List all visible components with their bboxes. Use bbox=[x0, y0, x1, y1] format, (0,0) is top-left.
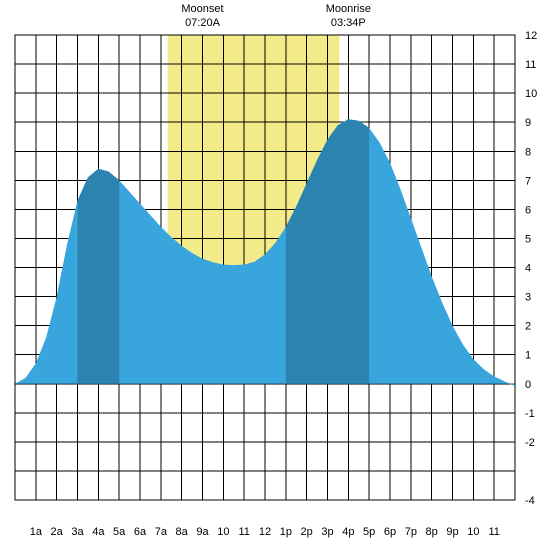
x-axis-label: 7a bbox=[155, 526, 168, 538]
annotation-label: Moonrise bbox=[326, 3, 371, 15]
tide-chart: 1a2a3a4a5a6a7a8a9a1011121p2p3p4p5p6p7p8p… bbox=[0, 0, 550, 550]
annotation-label: Moonset bbox=[181, 3, 223, 15]
y-axis-label: 7 bbox=[525, 175, 531, 187]
annotation-time: 07:20A bbox=[185, 17, 221, 29]
x-axis-label: 1a bbox=[30, 526, 43, 538]
y-axis-label: -4 bbox=[525, 495, 535, 507]
y-axis-label: 4 bbox=[525, 263, 531, 275]
x-axis-label: 3a bbox=[71, 526, 84, 538]
x-axis-label: 7p bbox=[405, 526, 417, 538]
x-axis-label: 9a bbox=[196, 526, 209, 538]
x-axis-label: 5a bbox=[113, 526, 126, 538]
x-axis-label: 12 bbox=[259, 526, 271, 538]
y-axis-label: 11 bbox=[525, 59, 536, 71]
y-axis-label: 2 bbox=[525, 321, 531, 333]
x-axis-label: 8a bbox=[176, 526, 189, 538]
y-axis-label: 10 bbox=[525, 88, 537, 100]
x-axis-label: 9p bbox=[446, 526, 458, 538]
y-axis-label: 3 bbox=[525, 292, 531, 304]
annotation-time: 03:34P bbox=[331, 17, 366, 29]
y-axis-label: -1 bbox=[525, 408, 535, 420]
y-axis-label: 1 bbox=[525, 350, 531, 362]
y-axis-label: 12 bbox=[525, 30, 537, 42]
y-axis-label: 5 bbox=[525, 233, 531, 245]
y-axis-label: 9 bbox=[525, 117, 531, 129]
x-axis-label: 2p bbox=[301, 526, 313, 538]
x-axis-label: 10 bbox=[467, 526, 479, 538]
x-axis-label: 6a bbox=[134, 526, 147, 538]
x-axis-label: 11 bbox=[238, 526, 249, 538]
x-axis-label: 4p bbox=[342, 526, 354, 538]
chart-svg: 1a2a3a4a5a6a7a8a9a1011121p2p3p4p5p6p7p8p… bbox=[0, 0, 550, 550]
x-axis-label: 5p bbox=[363, 526, 375, 538]
x-axis-label: 3p bbox=[321, 526, 333, 538]
x-axis-label: 2a bbox=[51, 526, 64, 538]
x-axis-label: 10 bbox=[217, 526, 229, 538]
x-axis-label: 6p bbox=[384, 526, 396, 538]
y-axis-label: 8 bbox=[525, 146, 531, 158]
x-axis-label: 4a bbox=[92, 526, 105, 538]
y-axis-label: -2 bbox=[525, 437, 535, 449]
y-axis-label: 6 bbox=[525, 204, 531, 216]
x-axis-label: 8p bbox=[426, 526, 438, 538]
y-axis-label: 0 bbox=[525, 379, 531, 391]
x-axis-label: 1p bbox=[280, 526, 292, 538]
x-axis-label: 11 bbox=[488, 526, 499, 538]
